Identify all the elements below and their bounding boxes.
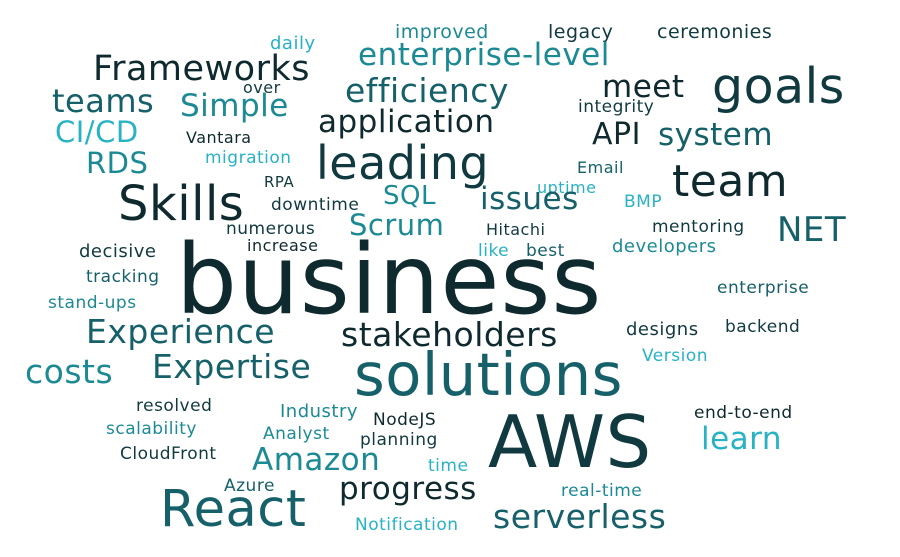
word-rpa: RPA bbox=[264, 173, 295, 191]
word-business: business bbox=[176, 224, 603, 336]
word-uptime: uptime bbox=[537, 178, 597, 197]
word-stand-ups: stand-ups bbox=[48, 293, 137, 313]
word-notification: Notification bbox=[355, 515, 459, 535]
word-best: best bbox=[526, 241, 565, 261]
word-stakeholders: stakeholders bbox=[341, 315, 558, 354]
word-experience: Experience bbox=[86, 312, 276, 351]
word-decisive: decisive bbox=[79, 241, 157, 262]
word-daily: daily bbox=[270, 33, 316, 54]
word-time: time bbox=[428, 456, 469, 476]
word-enterprise: enterprise bbox=[717, 278, 810, 298]
word-application: application bbox=[318, 104, 495, 140]
word-designs: designs bbox=[626, 319, 699, 340]
word-frameworks: Frameworks bbox=[93, 49, 310, 89]
word-vantara: Vantara bbox=[186, 128, 252, 147]
word-teams: teams bbox=[52, 82, 155, 120]
word-simple: Simple bbox=[180, 88, 289, 124]
word-email: Email bbox=[577, 158, 624, 177]
word-migration: migration bbox=[205, 148, 292, 168]
word-api: API bbox=[592, 117, 641, 152]
word-amazon: Amazon bbox=[252, 442, 381, 478]
word-scrum: Scrum bbox=[349, 208, 445, 242]
word-system: system bbox=[658, 117, 774, 153]
word-legacy: legacy bbox=[548, 21, 614, 43]
word-backend: backend bbox=[725, 317, 801, 337]
word-scalability: scalability bbox=[106, 419, 197, 439]
word-over: over bbox=[243, 78, 281, 97]
word-serverless: serverless bbox=[493, 497, 667, 536]
word-cloudfront: CloudFront bbox=[120, 444, 217, 464]
word-analyst: Analyst bbox=[263, 424, 330, 444]
word-improved: improved bbox=[395, 21, 489, 43]
word-azure: Azure bbox=[224, 476, 275, 496]
word-mentoring: mentoring bbox=[652, 217, 745, 237]
word-downtime: downtime bbox=[271, 195, 360, 215]
word-bmp: BMP bbox=[624, 192, 663, 212]
word-developers: developers bbox=[612, 236, 717, 257]
word-meet: meet bbox=[602, 69, 685, 105]
word-industry: Industry bbox=[280, 401, 359, 422]
word-learn: learn bbox=[701, 421, 783, 457]
word-expertise: Expertise bbox=[152, 347, 312, 386]
word-costs: costs bbox=[25, 352, 114, 391]
word-end-to-end: end-to-end bbox=[694, 403, 793, 423]
word-solutions: solutions bbox=[354, 340, 623, 409]
word-tracking: tracking bbox=[86, 267, 160, 287]
word-skills: Skills bbox=[118, 176, 245, 232]
word-team: team bbox=[672, 156, 789, 207]
word-goals: goals bbox=[712, 58, 845, 115]
word-net: NET bbox=[777, 210, 847, 250]
word-like: like bbox=[478, 241, 510, 261]
word-issues: issues bbox=[480, 181, 579, 217]
word-numerous: numerous bbox=[226, 219, 316, 239]
word-nodejs: NodeJS bbox=[373, 410, 437, 430]
word-integrity: integrity bbox=[578, 97, 655, 117]
word-real-time: real-time bbox=[561, 481, 643, 501]
word-progress: progress bbox=[339, 471, 477, 507]
word-aws: AWS bbox=[488, 400, 652, 484]
word-efficiency: efficiency bbox=[345, 71, 509, 110]
word-increase: increase bbox=[247, 236, 319, 255]
word-cicd: CI/CD bbox=[55, 115, 139, 149]
word-rds: RDS bbox=[86, 146, 149, 180]
word-hitachi: Hitachi bbox=[486, 220, 546, 239]
word-sql: SQL bbox=[383, 181, 436, 211]
word-version: Version bbox=[642, 346, 709, 366]
word-react: React bbox=[160, 480, 307, 539]
word-leading: leading bbox=[316, 136, 490, 190]
word-resolved: resolved bbox=[136, 396, 213, 416]
word-planning: planning bbox=[360, 430, 438, 450]
word-ceremonies: ceremonies bbox=[657, 21, 773, 43]
word-enterprise-level: enterprise-level bbox=[358, 37, 610, 73]
